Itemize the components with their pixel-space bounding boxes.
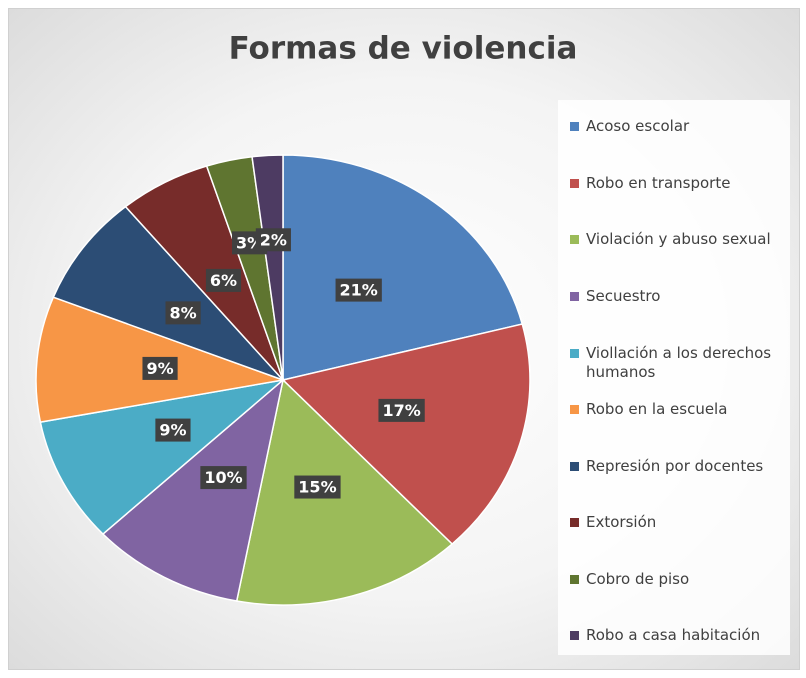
data-label: 9%: [142, 356, 178, 380]
data-label: 21%: [335, 278, 382, 302]
data-label-text: 15%: [298, 478, 336, 497]
data-label-box: [200, 466, 247, 490]
data-label-text: 21%: [340, 281, 378, 300]
data-label: 10%: [200, 466, 247, 490]
data-label-box: [335, 278, 382, 302]
legend-item: Represión por docentes: [570, 457, 801, 476]
data-label: 9%: [155, 418, 191, 442]
legend-item: Cobro de piso: [570, 570, 801, 589]
legend-label: Violación y abuso sexual: [586, 230, 771, 248]
legend-swatch: [570, 518, 579, 527]
data-label: 15%: [294, 475, 341, 499]
legend-item: Robo en la escuela: [570, 400, 801, 419]
data-label-box: [378, 398, 425, 422]
data-label: 2%: [255, 228, 291, 252]
pie-slice: [281, 323, 531, 546]
legend-label: Cobro de piso: [586, 570, 690, 588]
chart-title: Formas de violencia: [229, 31, 578, 67]
legend-item: Secuestro: [570, 287, 801, 306]
data-label-text: 8%: [170, 303, 197, 322]
legend-label: Represión por docentes: [586, 457, 764, 475]
data-label: 17%: [378, 398, 425, 422]
legend-label: Acoso escolar: [586, 117, 690, 135]
legend-label: Robo a casa habitación: [586, 626, 761, 644]
legend-label: Extorsión: [586, 513, 657, 531]
data-label-text: 10%: [204, 468, 242, 487]
data-label-box: [255, 228, 291, 252]
data-label-box: [142, 356, 178, 380]
pie-slice: [251, 154, 284, 381]
data-label: 8%: [165, 301, 201, 325]
data-label-box: [294, 475, 341, 499]
legend-swatch: [570, 575, 579, 584]
data-label-text: 6%: [210, 271, 237, 290]
data-label-box: [155, 418, 191, 442]
legend-item: Robo a casa habitación: [570, 626, 801, 645]
legend-label: Viollación a los derechos humanos: [586, 344, 772, 381]
data-label-text: 9%: [159, 421, 186, 440]
legend-swatch: [570, 122, 579, 131]
pie-slice: [101, 377, 285, 602]
pie-slice: [39, 378, 286, 536]
legend-swatch: [570, 631, 579, 640]
legend-item: Violación y abuso sexual: [570, 230, 801, 249]
pie-slice: [52, 205, 284, 381]
pie-slice: [282, 154, 524, 381]
legend-item: Acoso escolar: [570, 117, 801, 136]
pie-slice: [235, 378, 454, 606]
legend-label: Robo en transporte: [586, 174, 731, 192]
legend-label: Robo en la escuela: [586, 400, 728, 418]
data-label-box: [165, 301, 201, 325]
legend-swatch: [570, 179, 579, 188]
legend-item: Robo en transporte: [570, 174, 801, 193]
data-label: 6%: [205, 268, 242, 292]
legend-swatch: [570, 292, 579, 301]
legend-swatch: [570, 462, 579, 471]
legend-swatch: [570, 235, 579, 244]
legend-swatch: [570, 349, 579, 358]
legend: Acoso escolar Robo en transporte Violación…: [558, 100, 790, 655]
legend-item: Extorsión: [570, 513, 801, 532]
data-label-text: 2%: [260, 230, 287, 249]
legend-label: Secuestro: [586, 287, 661, 305]
data-label-text: 9%: [146, 359, 173, 378]
legend-swatch: [570, 405, 579, 414]
data-label-box: [205, 268, 242, 292]
legend-item: Viollación a los derechos humanos: [570, 344, 801, 382]
data-label-text: 17%: [382, 401, 420, 420]
